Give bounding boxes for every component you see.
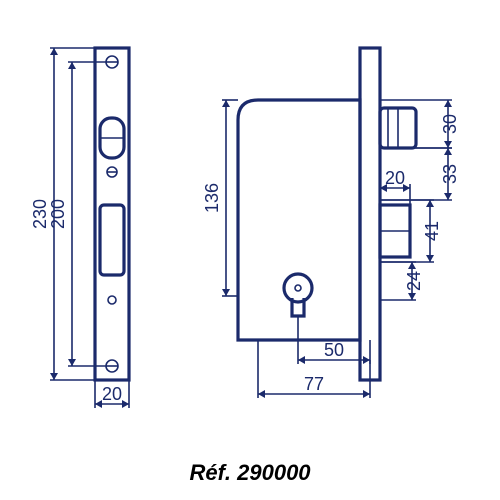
svg-text:20: 20: [102, 384, 122, 404]
svg-text:20: 20: [385, 168, 405, 188]
reference-label: Réf. 290000: [0, 460, 500, 486]
svg-text:136: 136: [202, 183, 222, 213]
svg-text:200: 200: [48, 199, 68, 229]
svg-text:30: 30: [440, 114, 460, 134]
svg-text:77: 77: [304, 374, 324, 394]
svg-text:33: 33: [440, 164, 460, 184]
svg-text:230: 230: [30, 199, 50, 229]
svg-text:50: 50: [324, 340, 344, 360]
svg-text:24: 24: [404, 271, 424, 291]
svg-text:41: 41: [422, 221, 442, 241]
